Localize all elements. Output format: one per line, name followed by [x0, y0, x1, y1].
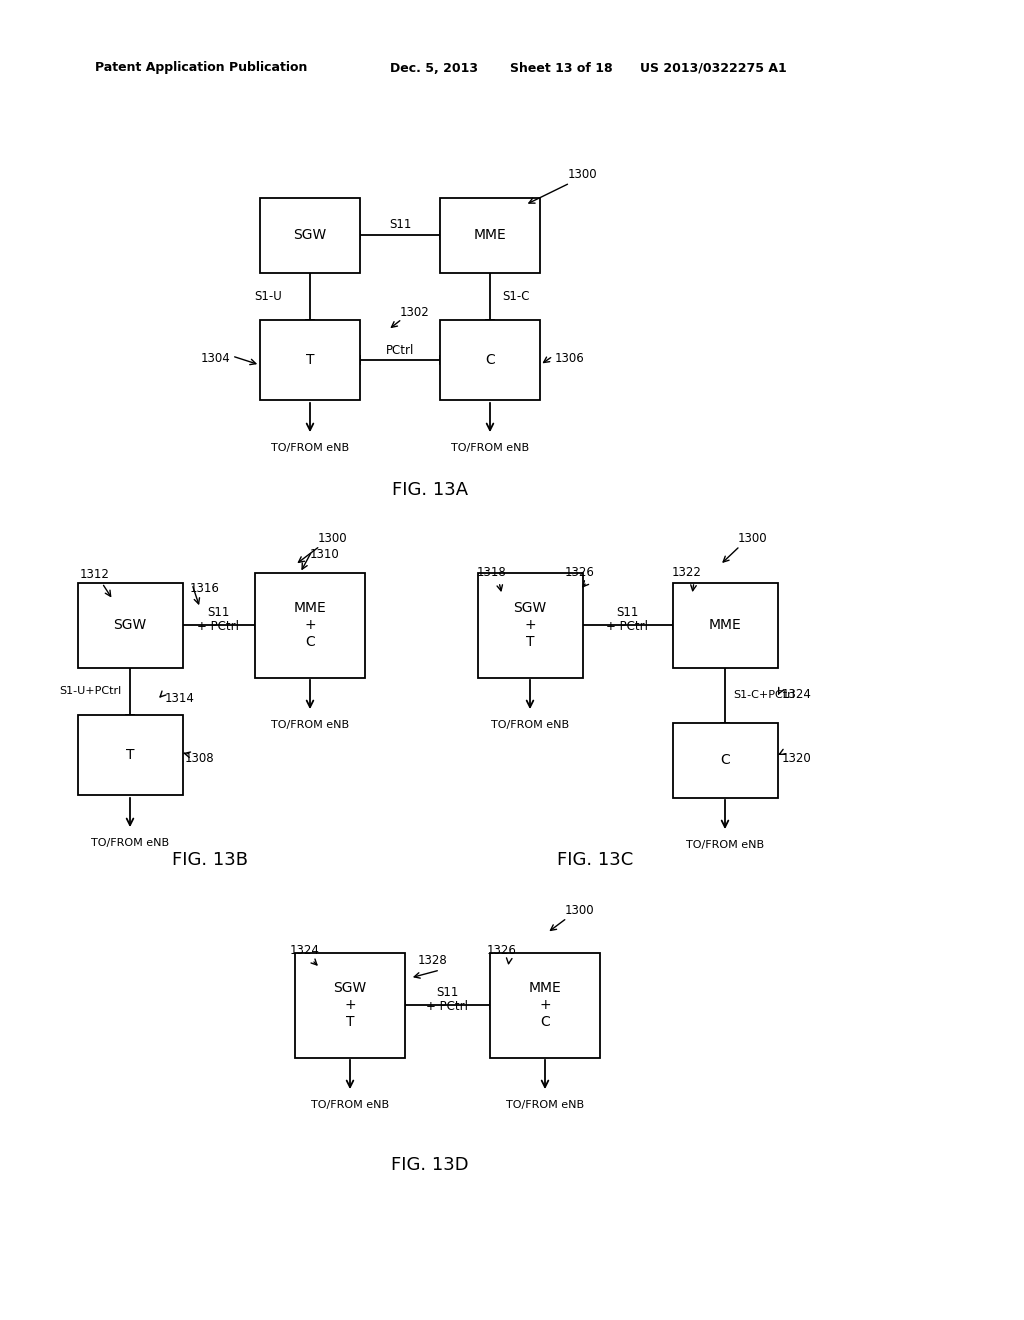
Text: PCtrl: PCtrl [386, 343, 414, 356]
Text: + PCtrl: + PCtrl [197, 620, 239, 634]
Text: FIG. 13A: FIG. 13A [392, 480, 468, 499]
Bar [440, 319, 540, 400]
Bar [673, 722, 777, 797]
Text: S1-U+PCtrl: S1-U+PCtrl [59, 686, 122, 696]
Text: Dec. 5, 2013: Dec. 5, 2013 [390, 62, 478, 74]
Text: 1316: 1316 [190, 582, 220, 594]
Text: TO/FROM eNB: TO/FROM eNB [311, 1100, 389, 1110]
Text: MME: MME [474, 228, 507, 242]
Text: + PCtrl: + PCtrl [426, 1001, 468, 1014]
Text: SGW: SGW [293, 228, 327, 242]
Text: TO/FROM eNB: TO/FROM eNB [271, 719, 349, 730]
Bar [255, 573, 365, 677]
Text: FIG. 13C: FIG. 13C [557, 851, 633, 869]
Bar [78, 715, 182, 795]
Text: C: C [720, 752, 730, 767]
Text: 1324: 1324 [290, 944, 319, 957]
Text: US 2013/0322275 A1: US 2013/0322275 A1 [640, 62, 786, 74]
Text: TO/FROM eNB: TO/FROM eNB [271, 444, 349, 453]
Text: 1312: 1312 [80, 569, 110, 582]
Text: 1314: 1314 [165, 692, 195, 705]
Text: MME: MME [709, 618, 741, 632]
Text: 1326: 1326 [565, 565, 595, 578]
Text: T: T [306, 352, 314, 367]
Bar [490, 953, 600, 1057]
Text: 1322: 1322 [672, 565, 701, 578]
Bar [440, 198, 540, 272]
Text: Sheet 13 of 18: Sheet 13 of 18 [510, 62, 612, 74]
Text: TO/FROM eNB: TO/FROM eNB [490, 719, 569, 730]
Bar [477, 573, 583, 677]
Text: S1-C+PCtrl: S1-C+PCtrl [733, 690, 795, 700]
Text: S11: S11 [207, 606, 229, 619]
Bar [673, 582, 777, 668]
Text: S11: S11 [389, 219, 412, 231]
Bar [260, 319, 360, 400]
Text: C: C [485, 352, 495, 367]
Text: Patent Application Publication: Patent Application Publication [95, 62, 307, 74]
Text: 1328: 1328 [418, 953, 447, 966]
Text: TO/FROM eNB: TO/FROM eNB [506, 1100, 584, 1110]
Text: + PCtrl: + PCtrl [606, 620, 648, 634]
Text: 1302: 1302 [400, 306, 430, 319]
Text: TO/FROM eNB: TO/FROM eNB [91, 838, 169, 847]
Text: MME
+
C: MME + C [528, 981, 561, 1030]
Text: 1300: 1300 [565, 903, 595, 916]
Text: TO/FROM eNB: TO/FROM eNB [686, 840, 764, 850]
Text: S11: S11 [436, 986, 458, 999]
Text: SGW
+
T: SGW + T [334, 981, 367, 1030]
Text: 1304: 1304 [201, 351, 230, 364]
Bar [260, 198, 360, 272]
Text: 1326: 1326 [487, 944, 517, 957]
Text: 1300: 1300 [738, 532, 768, 544]
Text: MME
+
C: MME + C [294, 601, 327, 649]
Text: SGW: SGW [114, 618, 146, 632]
Text: 1320: 1320 [782, 751, 812, 764]
Text: S1-U: S1-U [254, 289, 282, 302]
Text: S11: S11 [615, 606, 638, 619]
Text: 1300: 1300 [568, 169, 598, 181]
Text: FIG. 13D: FIG. 13D [391, 1156, 469, 1173]
Text: 1318: 1318 [477, 565, 507, 578]
Text: S1-C: S1-C [502, 289, 529, 302]
Text: 1306: 1306 [555, 351, 585, 364]
Bar [78, 582, 182, 668]
Text: 1300: 1300 [318, 532, 347, 544]
Text: SGW
+
T: SGW + T [513, 601, 547, 649]
Text: FIG. 13B: FIG. 13B [172, 851, 248, 869]
Text: 1308: 1308 [185, 751, 215, 764]
Bar [295, 953, 406, 1057]
Text: T: T [126, 748, 134, 762]
Text: 1310: 1310 [310, 549, 340, 561]
Text: 1324: 1324 [782, 689, 812, 701]
Text: TO/FROM eNB: TO/FROM eNB [451, 444, 529, 453]
